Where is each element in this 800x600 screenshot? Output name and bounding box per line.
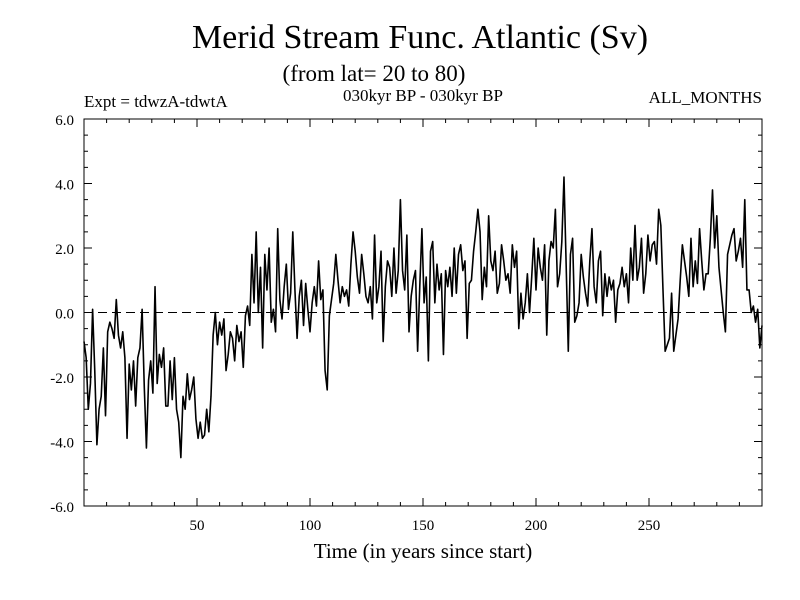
series-line-tdwzA-tdwtA <box>83 176 763 459</box>
plot-frame <box>83 118 763 507</box>
y-tick-label: 4.0 <box>55 178 74 194</box>
chart-subtitle: (from lat= 20 to 80) <box>283 61 466 86</box>
y-tick-label: -2.0 <box>50 371 74 387</box>
x-axis-label: Time (in years since start) <box>314 539 533 563</box>
chart-title: Merid Stream Func. Atlantic (Sv) <box>192 19 648 56</box>
y-tick-label: 2.0 <box>55 242 74 258</box>
y-axis: -6.0 -4.0 -2.0 0.0 2.0 4.0 6.0 <box>50 113 762 516</box>
x-tick-label: 200 <box>525 518 548 534</box>
y-tick-label: -6.0 <box>50 500 74 516</box>
period-label: 030kyr BP - 030kyr BP <box>343 86 503 105</box>
x-tick-label: 250 <box>638 518 661 534</box>
months-label: ALL_MONTHS <box>649 88 762 107</box>
x-tick-label: 50 <box>190 518 205 534</box>
y-tick-label: 0.0 <box>55 307 74 323</box>
x-tick-label: 150 <box>412 518 435 534</box>
x-tick-label: 100 <box>299 518 322 534</box>
y-tick-label: -4.0 <box>50 436 74 452</box>
experiment-label: Expt = tdwzA-tdwtA <box>84 92 228 111</box>
y-tick-label: 6.0 <box>55 113 74 129</box>
x-axis: 50 100 150 200 250 <box>106 119 740 534</box>
